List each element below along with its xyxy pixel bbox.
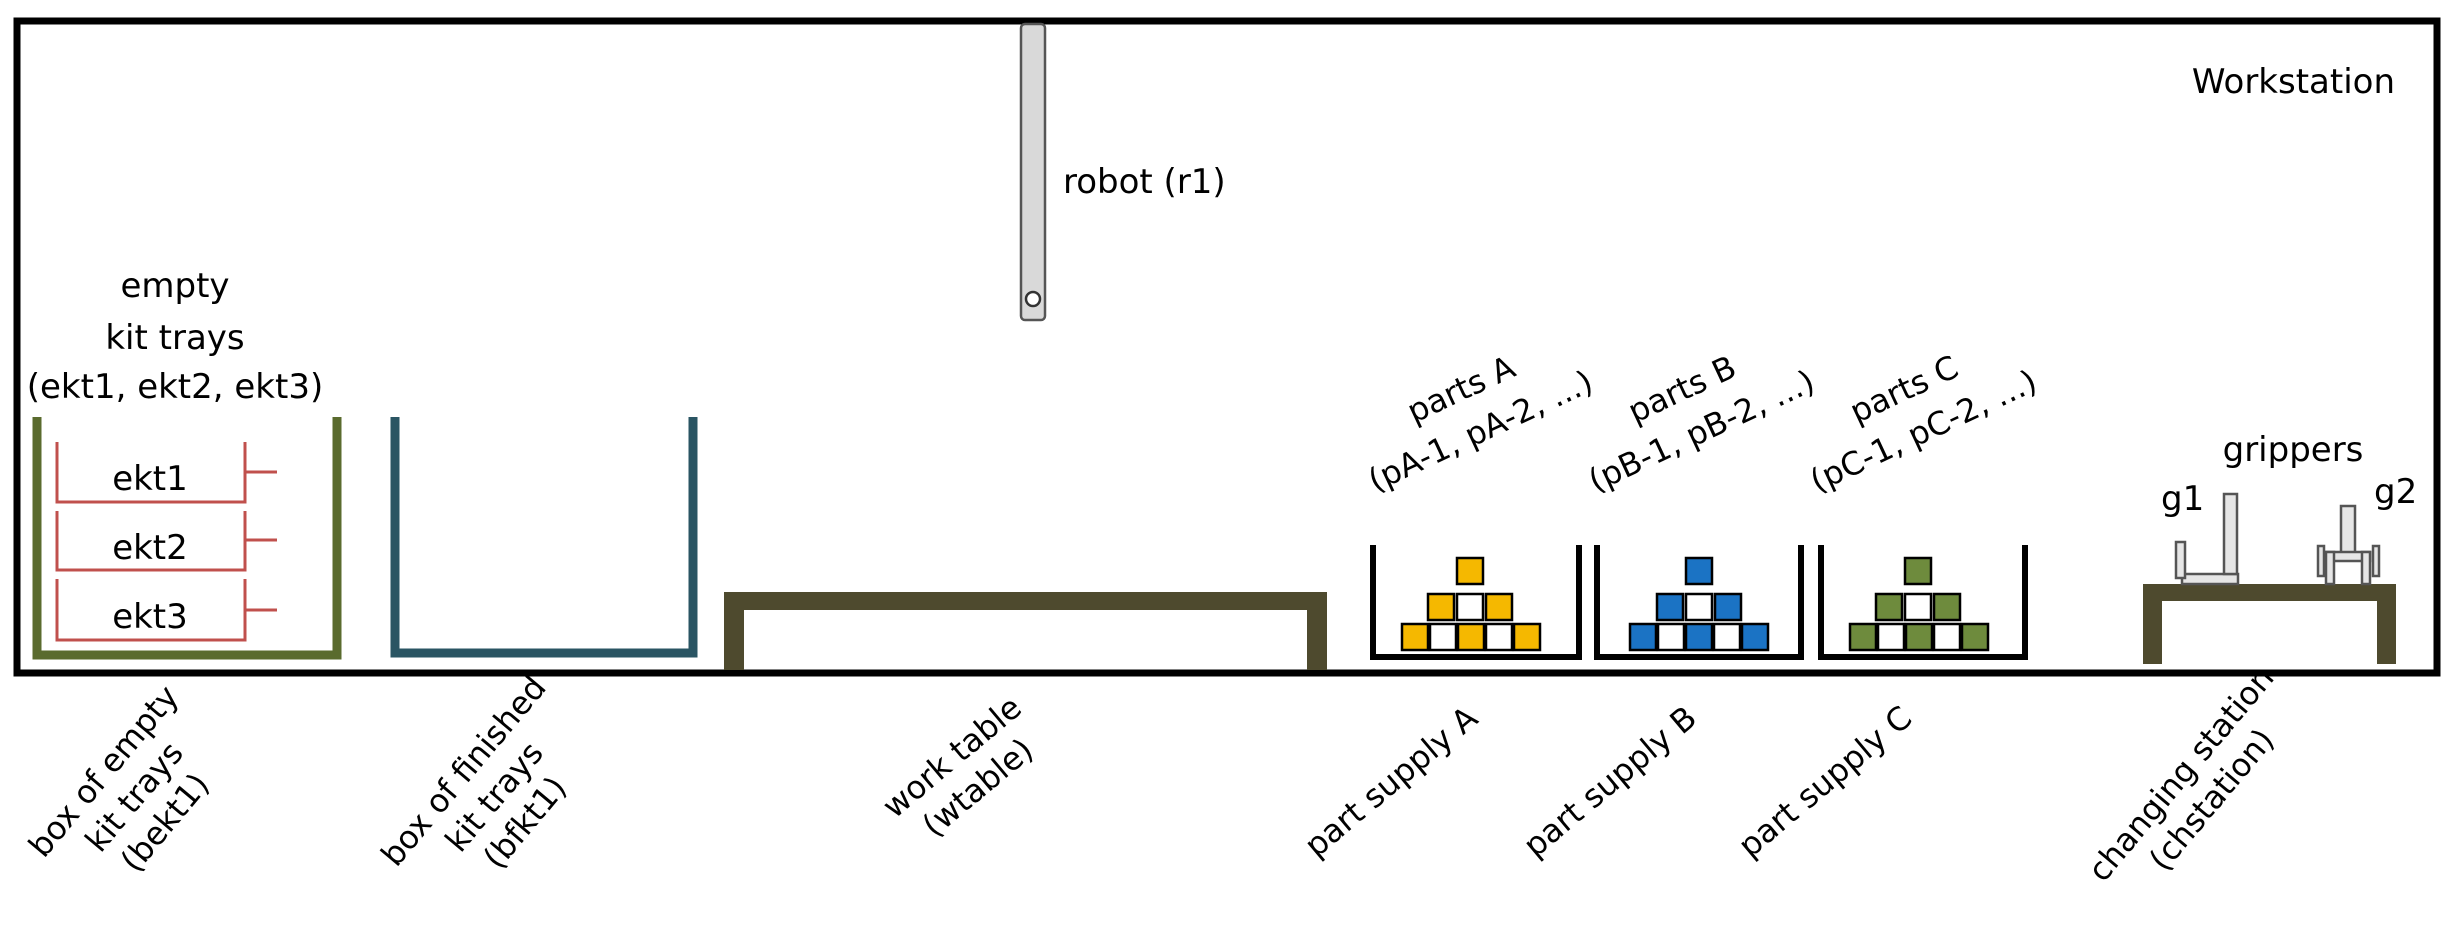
gripper-g1 [2174, 492, 2240, 586]
gripper-g2-label: g2 [2374, 472, 2417, 512]
kit-tray-ekt1 [55, 442, 277, 504]
part-supply-c-box [1818, 545, 2028, 660]
kit-tray-ekt2 [55, 511, 277, 572]
parts-b-pyramid [1628, 556, 1770, 652]
label-changing-station: changing station (chstation) [2080, 659, 2281, 889]
box-of-empty-kit-trays [32, 417, 342, 660]
label-part-supply-c-text: part supply C [1731, 698, 1919, 864]
label-box-of-finished-kit-trays: box of finished kit trays (bfkt1) [373, 669, 574, 876]
parts-c-pyramid [1848, 556, 1990, 652]
kit-tray-ekt3 [55, 579, 277, 642]
work-table [724, 592, 1327, 670]
empty-trays-label-line3: (ekt1, ekt2, ekt3) [27, 367, 323, 407]
part-supply-a-box [1370, 545, 1582, 660]
workstation-frame [13, 17, 2441, 677]
changing-station [2143, 584, 2396, 664]
label-part-supply-b-text: part supply B [1516, 698, 1704, 864]
empty-trays-label-line2: kit trays [105, 318, 244, 358]
parts-c-label: parts C (pC-1, pC-2, ...) [1804, 348, 2042, 500]
parts-b-label: parts B (pB-1, pB-2, ...) [1583, 348, 1821, 500]
tray-label-ekt3: ekt3 [112, 597, 188, 637]
parts-a-label: parts A (pA-1, pA-2, ...) [1362, 348, 1598, 500]
grippers-label: grippers [2223, 430, 2364, 470]
label-part-supply-a-text: part supply A [1297, 698, 1485, 864]
tray-label-ekt1: ekt1 [112, 459, 188, 499]
robot-label: robot (r1) [1063, 162, 1226, 202]
label-part-supply-a: part supply A [1297, 698, 1485, 864]
label-part-supply-c: part supply C [1731, 698, 1919, 864]
part-supply-b-box [1594, 545, 1804, 660]
gripper-g2 [2316, 504, 2381, 586]
workstation-title: Workstation [2192, 62, 2395, 102]
box-of-finished-kit-trays [390, 417, 698, 658]
tray-label-ekt2: ekt2 [112, 528, 188, 568]
parts-a-pyramid [1400, 556, 1542, 652]
gripper-g1-label: g1 [2161, 479, 2204, 519]
robot-arm [1019, 22, 1047, 322]
label-part-supply-b: part supply B [1516, 698, 1704, 864]
empty-trays-label-line1: empty [120, 266, 229, 306]
label-box-of-empty-kit-trays: box of empty kit trays (bekt1) [21, 678, 217, 880]
label-work-table: work table (wtable) [875, 688, 1040, 844]
